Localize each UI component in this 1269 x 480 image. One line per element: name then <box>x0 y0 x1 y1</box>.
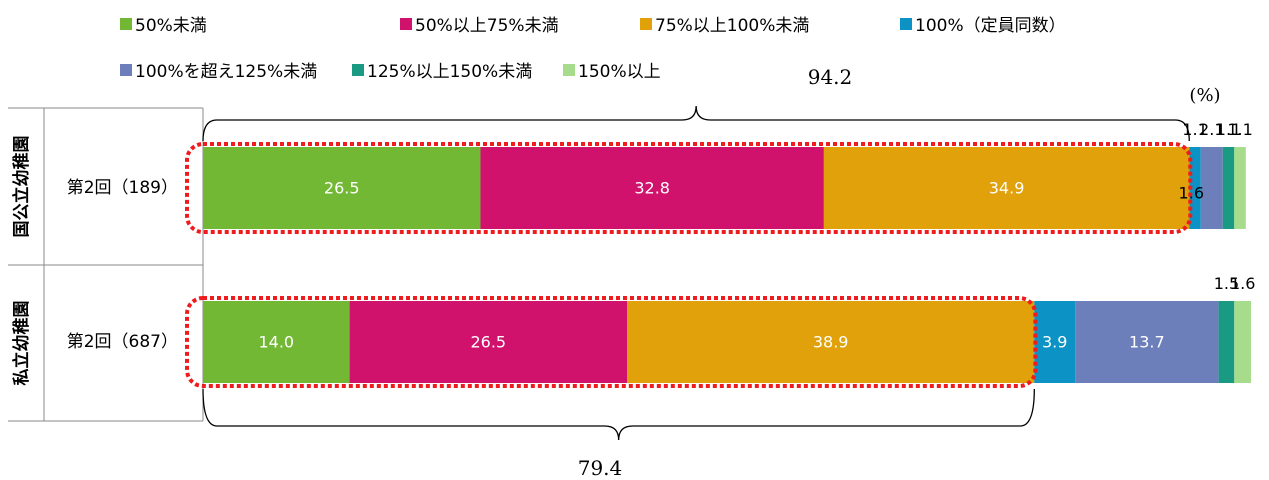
data-label: 1.1 <box>1227 120 1252 139</box>
legend-label: 150%以上 <box>578 62 661 82</box>
data-label: 2.1 <box>1199 120 1224 139</box>
group-label: 私立幼稚園 <box>11 301 32 386</box>
category-label: 第2回（189） <box>67 178 178 198</box>
legend-item-eq100: 100%（定員同数） <box>900 11 1066 36</box>
bar-segment-eq100 <box>1189 147 1201 229</box>
bar-segment-125to150 <box>1222 147 1235 229</box>
data-label: 26.5 <box>324 179 360 198</box>
brace <box>202 388 1035 441</box>
legend-swatch <box>352 63 364 76</box>
total-label: 94.2 <box>808 65 853 89</box>
legend-swatch <box>120 63 132 76</box>
data-label: 26.5 <box>470 333 506 352</box>
legend-swatch <box>640 17 652 30</box>
data-label: 14.0 <box>258 333 294 352</box>
data-label: 34.9 <box>989 179 1025 198</box>
total-label: 79.4 <box>578 456 623 480</box>
data-label: 38.9 <box>813 333 849 352</box>
brace <box>202 105 1190 142</box>
bar-segment-50to75 <box>349 301 628 383</box>
data-label: 3.9 <box>1042 333 1067 352</box>
data-label: 1.1 <box>1216 120 1241 139</box>
highlight-box <box>185 142 1193 234</box>
legend-item-50to75: 50%以上75%未満 <box>400 11 559 36</box>
legend-item-125to150: 125%以上150%未満 <box>352 57 532 82</box>
legend-swatch <box>900 17 912 30</box>
data-label: 1.6 <box>1230 274 1255 293</box>
legend-label: 50%未満 <box>135 16 207 36</box>
legend-item-lt50: 50%未満 <box>120 11 207 36</box>
bar-segment-lt50 <box>203 301 350 383</box>
legend-label: 100%（定員同数） <box>915 16 1066 36</box>
bar-segment-eq100 <box>1034 301 1076 383</box>
legend-swatch <box>120 17 132 30</box>
data-label: 1.5 <box>1214 274 1239 293</box>
legend-label: 125%以上150%未満 <box>367 62 533 82</box>
legend-label: 50%以上75%未満 <box>415 16 559 36</box>
bar-segment-gte150 <box>1234 147 1246 229</box>
legend-swatch <box>563 63 575 76</box>
data-label: 13.7 <box>1129 333 1165 352</box>
bar-segment-125to150 <box>1218 301 1235 383</box>
legend-item-gte150: 150%以上 <box>563 57 661 82</box>
legend-item-100to125: 100%を超え125%未満 <box>120 57 317 82</box>
data-label: 32.8 <box>634 179 670 198</box>
legend: 50%未満 50%以上75%未満 75%以上100%未満 100%（定員同数） 100%… <box>0 0 1269 90</box>
bar-segment-75to100 <box>823 147 1190 229</box>
bar-segment-100to125 <box>1075 301 1219 383</box>
unit-label: (%) <box>1189 85 1220 106</box>
legend-label: 75%以上100%未満 <box>655 16 810 36</box>
bar-segment-lt50 <box>203 147 481 229</box>
bar-segment-100to125 <box>1200 147 1223 229</box>
group-label: 国公立幼稚園 <box>11 136 32 238</box>
bar-segment-75to100 <box>627 301 1035 383</box>
bar-segment-gte150 <box>1234 301 1252 383</box>
legend-swatch <box>400 17 412 30</box>
legend-label: 100%を超え125%未満 <box>135 62 318 82</box>
category-label: 第2回（687） <box>67 332 178 352</box>
highlight-box <box>185 296 1038 388</box>
legend-item-75to100: 75%以上100%未満 <box>640 11 809 36</box>
bar-segment-50to75 <box>480 147 824 229</box>
